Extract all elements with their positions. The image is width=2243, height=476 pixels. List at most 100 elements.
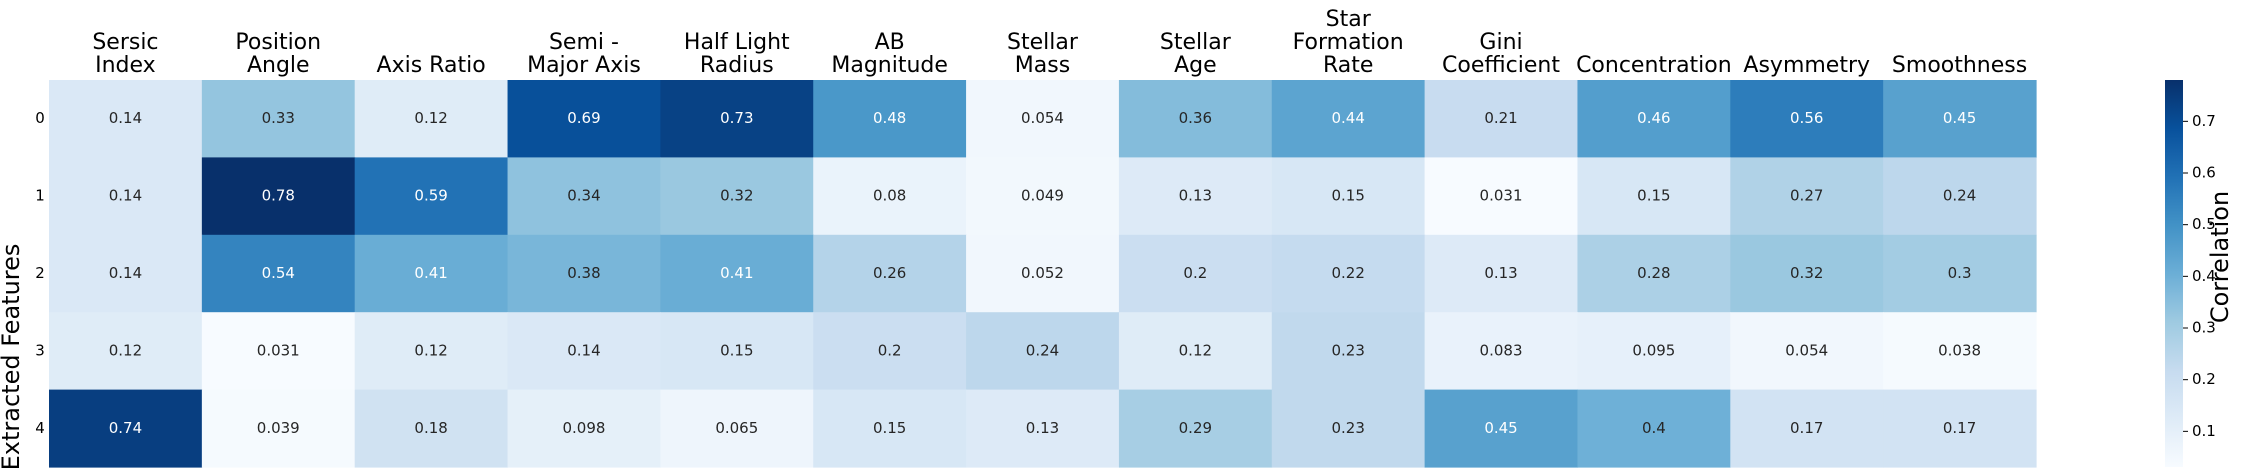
colorbar-tick-label: 0.5 bbox=[2192, 215, 2216, 233]
heatmap-cell bbox=[1271, 157, 1426, 236]
cell-value-label: 0.78 bbox=[262, 187, 295, 205]
heatmap-cell bbox=[1118, 389, 1273, 468]
heatmap-cell bbox=[201, 389, 356, 468]
cell-value-label: 0.24 bbox=[1026, 341, 1059, 359]
cell-value-label: 0.41 bbox=[414, 264, 447, 282]
heatmap-cell bbox=[1118, 80, 1273, 158]
cell-value-label: 0.052 bbox=[1021, 264, 1064, 282]
colorbar-tick-label: 0.1 bbox=[2192, 422, 2216, 440]
column-label: Star Formation Rate bbox=[1293, 7, 1404, 78]
column-label-line: Formation bbox=[1293, 30, 1404, 55]
cell-value-label: 0.45 bbox=[1943, 109, 1976, 127]
heatmap-cell bbox=[354, 157, 509, 236]
cell-value-label: 0.33 bbox=[262, 109, 295, 127]
heatmap-cell bbox=[1730, 157, 1884, 236]
heatmap-cell bbox=[1577, 80, 1731, 158]
cell-value-label: 0.12 bbox=[414, 341, 447, 359]
heatmap-cell bbox=[1577, 389, 1731, 468]
cell-value-label: 0.18 bbox=[414, 419, 447, 437]
column-label-line: Asymmetry bbox=[1743, 53, 1870, 78]
heatmap-cell bbox=[1883, 389, 2037, 468]
column-label-line: Age bbox=[1174, 53, 1217, 78]
heatmap-cell bbox=[1883, 234, 2037, 313]
row-label: 1 bbox=[35, 187, 45, 205]
cell-value-label: 0.29 bbox=[1179, 419, 1212, 437]
colorbar-tick-label: 0.7 bbox=[2192, 112, 2216, 130]
column-label: Half Light Radius bbox=[684, 30, 790, 78]
column-label: Asymmetry bbox=[1743, 53, 1870, 78]
heatmap-cell bbox=[1118, 157, 1273, 236]
column-label-line: Index bbox=[95, 53, 156, 78]
column-label: Stellar Mass bbox=[1007, 30, 1079, 78]
heatmap-cell bbox=[1424, 389, 1579, 468]
heatmap-cell bbox=[1883, 80, 2037, 158]
column-label-line: Axis Ratio bbox=[377, 53, 486, 78]
cell-value-label: 0.48 bbox=[873, 109, 906, 127]
cell-value-label: 0.049 bbox=[1021, 187, 1064, 205]
cell-value-label: 0.095 bbox=[1632, 341, 1675, 359]
heatmap-cell bbox=[201, 312, 356, 391]
cell-value-label: 0.065 bbox=[715, 419, 758, 437]
heatmap-cell bbox=[660, 80, 814, 158]
cell-value-label: 0.14 bbox=[109, 187, 142, 205]
heatmap-cell bbox=[201, 234, 356, 313]
column-label-line: Angle bbox=[247, 53, 310, 78]
heatmap-cell bbox=[1730, 312, 1884, 391]
row-labels: 0 1 2 3 4 bbox=[35, 109, 45, 437]
cell-value-label: 0.12 bbox=[1179, 341, 1212, 359]
cell-value-label: 0.41 bbox=[720, 264, 753, 282]
heatmap-cell bbox=[1271, 80, 1426, 158]
row-label: 3 bbox=[35, 341, 45, 359]
heatmap-cell bbox=[354, 80, 509, 158]
column-label: Axis Ratio bbox=[377, 53, 486, 78]
cell-value-label: 0.17 bbox=[1790, 419, 1823, 437]
cell-value-label: 0.14 bbox=[109, 109, 142, 127]
heatmap-cell bbox=[1883, 312, 2037, 391]
cell-value-label: 0.54 bbox=[262, 264, 295, 282]
heatmap-cell bbox=[49, 80, 203, 158]
heatmap-cell bbox=[966, 389, 1120, 468]
column-label-line: Position bbox=[235, 30, 321, 55]
heatmap-cell bbox=[813, 389, 967, 468]
column-label-line: Coefficient bbox=[1442, 53, 1560, 78]
column-label: Gini Coefficient bbox=[1442, 30, 1560, 78]
cell-value-label: 0.15 bbox=[720, 341, 753, 359]
heatmap-cell bbox=[507, 157, 661, 236]
heatmap-cell bbox=[507, 389, 661, 468]
heatmap-cell bbox=[966, 80, 1120, 158]
heatmap-cell bbox=[813, 312, 967, 391]
column-label-line: Rate bbox=[1323, 53, 1373, 78]
column-label-line: Sersic bbox=[92, 30, 158, 55]
column-label-line: Major Axis bbox=[527, 53, 641, 78]
heatmap-cell bbox=[1424, 312, 1579, 391]
heatmap-cell bbox=[1730, 389, 1884, 468]
cell-value-label: 0.2 bbox=[1183, 264, 1207, 282]
heatmap-cell bbox=[201, 80, 356, 158]
colorbar-tick-label: 0.2 bbox=[2192, 370, 2216, 388]
column-label-line: Half Light bbox=[684, 30, 790, 55]
y-axis-label: Extracted Features bbox=[0, 244, 25, 471]
column-label-line: Gini bbox=[1479, 30, 1522, 55]
cell-value-label: 0.13 bbox=[1484, 264, 1517, 282]
heatmap-cell bbox=[1730, 234, 1884, 313]
cell-value-label: 0.74 bbox=[109, 419, 142, 437]
cell-value-label: 0.38 bbox=[567, 264, 600, 282]
heatmap-cells: 0.14 0.33 0.12 0.69 0.73 0.48 0.054 0.36 0.44 0.2… bbox=[49, 80, 2037, 468]
column-label-line: Concentration bbox=[1576, 53, 1732, 78]
heatmap-cell bbox=[1118, 312, 1273, 391]
cell-value-label: 0.031 bbox=[257, 341, 300, 359]
cell-value-label: 0.083 bbox=[1480, 341, 1523, 359]
heatmap-cell bbox=[1271, 234, 1426, 313]
heatmap-cell bbox=[49, 312, 203, 391]
cell-value-label: 0.14 bbox=[109, 264, 142, 282]
heatmap-cell bbox=[1577, 157, 1731, 236]
column-label: Position Angle bbox=[235, 30, 321, 78]
column-label-line: Mass bbox=[1015, 53, 1070, 78]
heatmap-cell bbox=[201, 157, 356, 236]
column-label: Concentration bbox=[1576, 53, 1732, 78]
heatmap-cell bbox=[813, 157, 967, 236]
cell-value-label: 0.34 bbox=[567, 187, 600, 205]
cell-value-label: 0.13 bbox=[1179, 187, 1212, 205]
column-label-line: Stellar bbox=[1007, 30, 1079, 55]
heatmap-cell bbox=[1424, 157, 1579, 236]
